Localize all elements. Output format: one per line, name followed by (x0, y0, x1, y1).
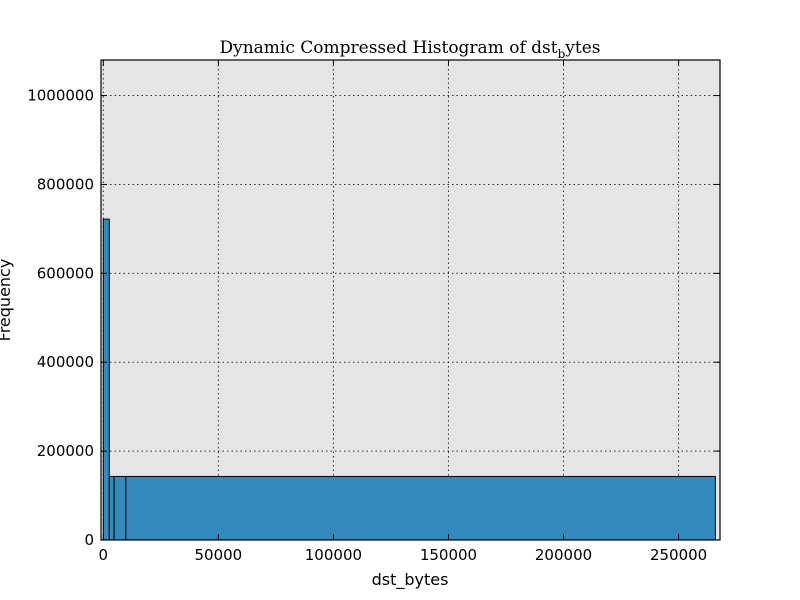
chart-title-tail: ytes (564, 38, 600, 58)
chart-title: Dynamic Compressed Histogram of dstbytes (219, 38, 600, 61)
chart-title-subscript: b (558, 47, 566, 61)
x-axis-label: dst_bytes (372, 570, 449, 590)
x-axis-ticks: 0 50000 100000 150000 200000 250000 (99, 60, 707, 564)
x-tick-label-0: 0 (99, 546, 109, 564)
histogram-bar-0 (102, 218, 110, 541)
histogram-bar-3 (125, 475, 716, 541)
x-tick-label-2: 100000 (305, 546, 362, 564)
chart-title-main: Dynamic Compressed Histogram of dst (219, 38, 557, 58)
x-tick-label-4: 200000 (535, 546, 592, 564)
x-tick-label-5: 250000 (650, 546, 707, 564)
y-tick-label-0: 0 (84, 531, 94, 549)
histogram-bar-1 (108, 475, 115, 541)
y-tick-label-2: 400000 (37, 353, 94, 371)
y-axis-ticks: 0 200000 400000 600000 800000 1000000 (27, 87, 720, 549)
y-tick-label-1: 200000 (37, 442, 94, 460)
x-tick-label-3: 150000 (420, 546, 477, 564)
y-axis-label: Frequency (0, 259, 14, 342)
plot-frame (100, 59, 721, 541)
histogram-bar-2 (113, 475, 127, 541)
y-tick-label-5: 1000000 (27, 87, 94, 105)
x-tick-label-1: 50000 (194, 546, 242, 564)
y-tick-label-3: 600000 (37, 264, 94, 282)
plot-area (101, 60, 720, 540)
y-tick-label-4: 800000 (37, 175, 94, 193)
